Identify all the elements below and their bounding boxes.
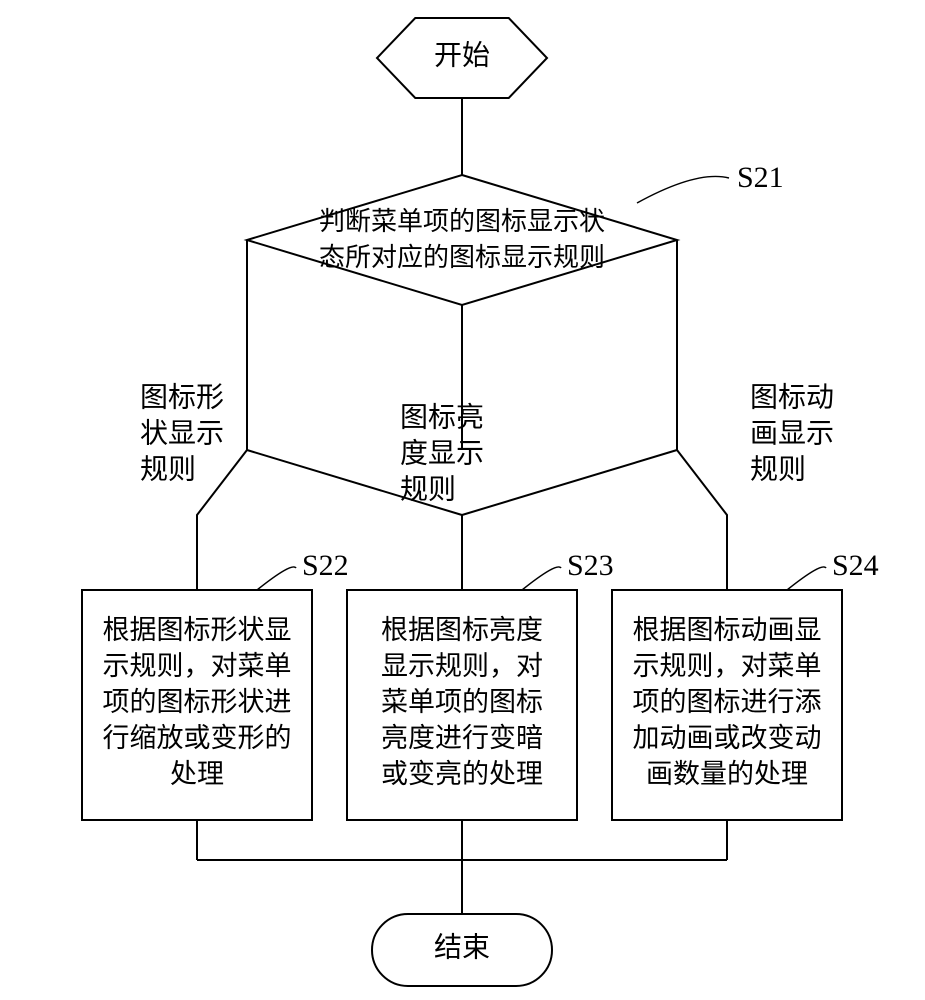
s24-step-label: S24 — [832, 549, 879, 582]
edge-to-s24 — [677, 450, 727, 590]
start-label: 开始 — [434, 39, 490, 71]
svg-text:项的图标进行添: 项的图标进行添 — [633, 687, 822, 717]
svg-text:亮度进行变暗: 亮度进行变暗 — [381, 723, 543, 753]
svg-text:结束: 结束 — [434, 931, 490, 963]
edge-label-left: 图标形状显示规则 — [140, 381, 224, 485]
svg-text:规则: 规则 — [750, 453, 806, 485]
s23-label-connector — [522, 567, 561, 590]
decision-label-connector — [637, 176, 729, 203]
decision-bottom-right — [462, 450, 677, 515]
s24-label-connector — [787, 567, 826, 590]
s22-step-label: S22 — [302, 549, 349, 582]
svg-text:处理: 处理 — [170, 759, 224, 789]
svg-text:规则: 规则 — [140, 453, 196, 485]
svg-text:开始: 开始 — [434, 39, 490, 71]
svg-text:判断菜单项的图标显示状: 判断菜单项的图标显示状 — [319, 207, 605, 236]
decision-node-top — [247, 175, 677, 305]
svg-text:行缩放或变形的: 行缩放或变形的 — [103, 723, 292, 753]
svg-text:显示规则，对: 显示规则，对 — [381, 651, 543, 681]
svg-text:根据图标亮度: 根据图标亮度 — [381, 615, 543, 645]
edge-to-s22 — [197, 450, 247, 590]
svg-text:示规则，对菜单: 示规则，对菜单 — [103, 651, 292, 681]
svg-text:态所对应的图标显示规则: 态所对应的图标显示规则 — [319, 243, 605, 272]
decision-step-label: S21 — [737, 161, 784, 194]
svg-text:或变亮的处理: 或变亮的处理 — [381, 759, 543, 789]
edge-label-right: 图标动画显示规则 — [750, 381, 834, 485]
svg-text:画显示: 画显示 — [750, 418, 834, 449]
svg-text:画数量的处理: 画数量的处理 — [646, 759, 808, 789]
svg-text:示规则，对菜单: 示规则，对菜单 — [633, 651, 822, 681]
svg-text:状显示: 状显示 — [140, 417, 224, 449]
s22-text: 根据图标形状显示规则，对菜单项的图标形状进行缩放或变形的处理 — [103, 615, 292, 789]
svg-text:加动画或改变动: 加动画或改变动 — [633, 723, 822, 753]
s22-label-connector — [257, 567, 296, 590]
svg-text:根据图标动画显: 根据图标动画显 — [633, 615, 822, 645]
svg-text:菜单项的图标: 菜单项的图标 — [381, 687, 543, 717]
s24-text: 根据图标动画显示规则，对菜单项的图标进行添加动画或改变动画数量的处理 — [633, 615, 822, 789]
s23-step-label: S23 — [567, 549, 614, 582]
s23-text: 根据图标亮度显示规则，对菜单项的图标亮度进行变暗或变亮的处理 — [381, 615, 543, 789]
svg-text:度显示: 度显示 — [400, 437, 484, 469]
svg-text:项的图标形状进: 项的图标形状进 — [103, 687, 292, 717]
svg-text:根据图标形状显: 根据图标形状显 — [103, 615, 292, 645]
svg-text:图标形: 图标形 — [140, 381, 224, 413]
edge-label-middle: 图标亮度显示规则 — [400, 401, 484, 505]
end-label: 结束 — [434, 931, 490, 963]
svg-text:规则: 规则 — [400, 473, 456, 505]
svg-text:图标亮: 图标亮 — [400, 401, 484, 433]
svg-text:图标动: 图标动 — [750, 381, 834, 413]
